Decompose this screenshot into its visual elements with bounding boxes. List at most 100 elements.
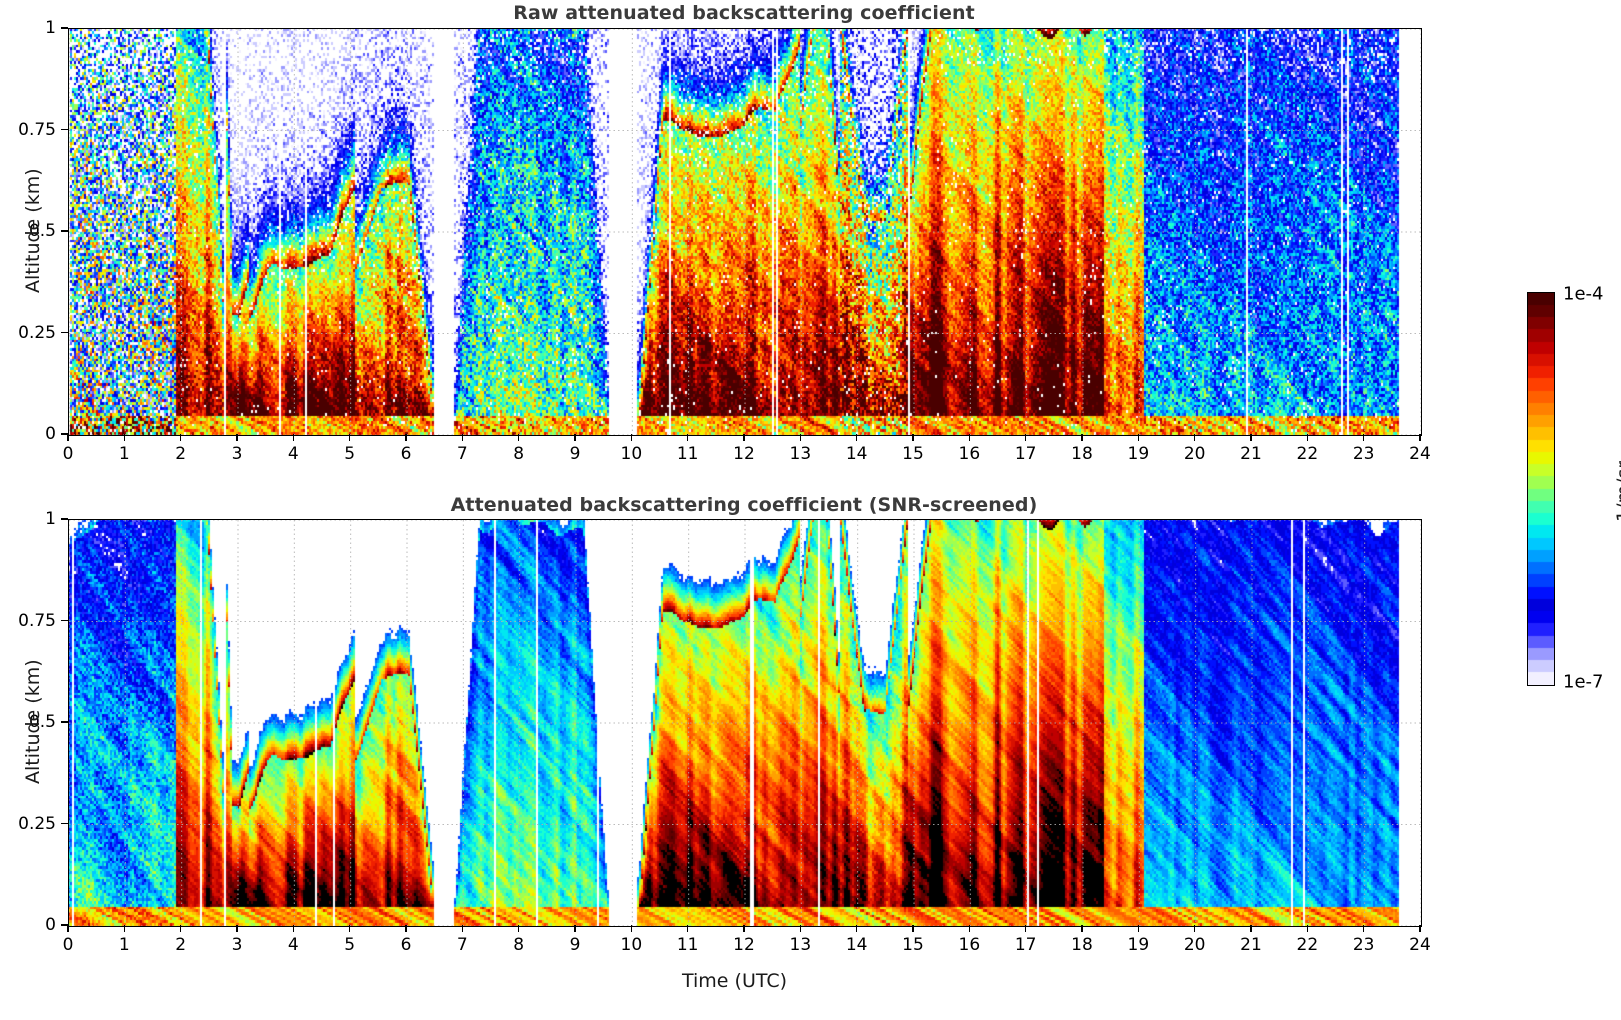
- y-tick-mark: [61, 128, 68, 131]
- y-axis-label-raw: Altitude (km): [22, 168, 44, 293]
- y-tick-label: 0: [45, 915, 56, 935]
- x-tick-label: 0: [62, 444, 74, 464]
- x-tick-mark: [67, 434, 69, 441]
- x-tick-mark: [123, 434, 126, 441]
- x-tick-mark: [405, 925, 407, 932]
- x-tick-mark: [1419, 434, 1421, 441]
- x-tick-label: 4: [287, 444, 299, 464]
- x-tick-mark: [1193, 925, 1196, 932]
- x-tick-mark: [1081, 434, 1083, 441]
- x-tick-mark: [574, 434, 576, 441]
- y-tick-label: 0.5: [28, 221, 56, 241]
- y-tick-label: 0.25: [18, 322, 56, 343]
- x-tick-mark: [1362, 925, 1365, 932]
- x-tick-mark: [348, 434, 351, 441]
- y-tick-mark: [61, 331, 68, 334]
- x-tick-label: 10: [620, 444, 643, 464]
- x-tick-label: 1: [118, 444, 130, 464]
- x-tick-mark: [67, 925, 69, 932]
- x-tick-mark: [968, 434, 971, 441]
- heatmap-axes-raw[interactable]: [68, 28, 1422, 436]
- x-tick-label: 10: [620, 935, 643, 955]
- x-tick-label: 23: [1352, 444, 1375, 464]
- x-tick-mark: [686, 925, 689, 932]
- x-tick-label: 6: [400, 935, 412, 955]
- x-tick-label: 11: [676, 444, 699, 464]
- x-tick-label: 2: [175, 444, 187, 464]
- x-tick-mark: [405, 434, 407, 441]
- heatmap-axes-screened[interactable]: [68, 519, 1422, 927]
- x-tick-label: 2: [175, 935, 187, 955]
- y-tick-label: 0.5: [28, 712, 56, 732]
- x-axis-label: Time (UTC): [682, 970, 788, 992]
- x-tick-label: 17: [1014, 444, 1037, 464]
- x-tick-label: 18: [1071, 444, 1093, 464]
- x-tick-label: 3: [231, 444, 243, 464]
- colorbar[interactable]: [1527, 292, 1555, 686]
- x-tick-mark: [1250, 925, 1252, 932]
- x-tick-mark: [1250, 434, 1252, 441]
- y-axis-label-screened: Altitude (km): [22, 659, 44, 784]
- y-tick-label: 1: [45, 509, 56, 529]
- x-tick-mark: [743, 434, 745, 441]
- x-tick-mark: [1137, 925, 1140, 932]
- x-tick-mark: [630, 434, 633, 441]
- y-tick-label: 1: [45, 18, 56, 38]
- x-tick-mark: [1362, 434, 1365, 441]
- x-tick-label: 17: [1014, 935, 1037, 955]
- x-tick-label: 8: [513, 444, 525, 464]
- x-tick-mark: [1024, 434, 1027, 441]
- x-tick-label: 19: [1127, 444, 1150, 464]
- x-tick-label: 13: [789, 935, 812, 955]
- x-tick-mark: [799, 925, 802, 932]
- x-tick-mark: [912, 434, 914, 441]
- x-tick-label: 16: [958, 444, 981, 464]
- x-tick-mark: [236, 434, 238, 441]
- y-tick-label: 0.75: [18, 119, 56, 140]
- y-tick-label: 0.75: [18, 610, 56, 631]
- x-tick-mark: [123, 925, 126, 932]
- x-tick-mark: [236, 925, 238, 932]
- x-tick-mark: [517, 434, 520, 441]
- x-tick-label: 19: [1127, 935, 1150, 955]
- x-tick-label: 7: [456, 444, 468, 464]
- x-tick-mark: [461, 434, 464, 441]
- x-tick-mark: [1419, 925, 1421, 932]
- x-tick-mark: [799, 434, 802, 441]
- x-tick-label: 11: [676, 935, 699, 955]
- x-tick-label: 14: [845, 444, 868, 464]
- x-tick-label: 21: [1240, 935, 1262, 955]
- x-tick-label: 9: [569, 444, 581, 464]
- panel-title-screened: Attenuated backscattering coefficient (S…: [450, 494, 1038, 516]
- x-tick-label: 22: [1296, 444, 1319, 464]
- x-tick-mark: [855, 925, 858, 932]
- x-tick-label: 12: [733, 444, 755, 464]
- x-tick-label: 24: [1409, 935, 1431, 955]
- x-tick-label: 6: [400, 444, 412, 464]
- x-tick-mark: [292, 434, 295, 441]
- x-tick-mark: [743, 925, 745, 932]
- x-tick-label: 7: [456, 935, 468, 955]
- x-tick-mark: [179, 434, 182, 441]
- x-tick-label: 0: [62, 935, 74, 955]
- x-tick-label: 20: [1183, 935, 1206, 955]
- x-tick-label: 1: [118, 935, 130, 955]
- x-tick-label: 15: [902, 935, 924, 955]
- x-tick-mark: [1306, 925, 1309, 932]
- y-tick-mark: [61, 822, 68, 825]
- x-tick-mark: [1193, 434, 1196, 441]
- x-tick-label: 5: [344, 935, 356, 955]
- x-tick-mark: [1137, 434, 1140, 441]
- y-tick-mark: [61, 433, 68, 435]
- x-tick-mark: [517, 925, 520, 932]
- y-tick-mark: [61, 721, 68, 723]
- x-tick-label: 13: [789, 444, 812, 464]
- x-tick-mark: [1306, 434, 1309, 441]
- x-tick-mark: [1081, 925, 1083, 932]
- x-tick-mark: [461, 925, 464, 932]
- y-tick-mark: [61, 619, 68, 622]
- y-tick-mark: [61, 27, 68, 29]
- colorbar-min-label: 1e-7: [1563, 671, 1604, 693]
- panel-title-raw: Raw attenuated backscattering coefficien…: [513, 2, 975, 24]
